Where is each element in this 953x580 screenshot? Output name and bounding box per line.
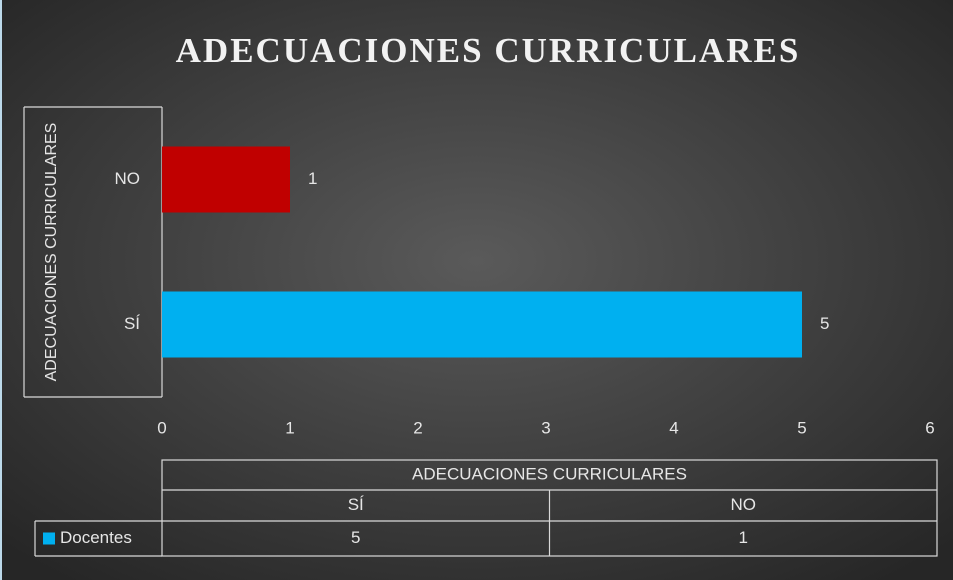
- table-value: 5: [351, 528, 360, 547]
- bar: [162, 291, 802, 358]
- bar: [162, 146, 290, 213]
- table-header: ADECUACIONES CURRICULARES: [412, 464, 687, 483]
- chart-title: ADECUACIONES CURRICULARES: [176, 31, 801, 70]
- table-category: NO: [731, 495, 757, 514]
- y-axis-label: ADECUACIONES CURRICULARES: [43, 123, 60, 382]
- data-label: 5: [820, 314, 829, 333]
- x-tick-label: 3: [541, 418, 550, 437]
- legend-label: Docentes: [60, 528, 132, 547]
- x-tick-label: 1: [285, 418, 294, 437]
- y-tick-label: NO: [115, 169, 141, 188]
- x-tick-label: 0: [157, 418, 166, 437]
- x-tick-label: 6: [925, 418, 934, 437]
- x-tick-label: 4: [669, 418, 678, 437]
- y-tick-label: SÍ: [124, 314, 140, 333]
- legend-swatch: [43, 532, 55, 545]
- table-category: SÍ: [348, 495, 364, 514]
- x-tick-label: 2: [413, 418, 422, 437]
- table-value: 1: [739, 528, 748, 547]
- x-tick-label: 5: [797, 418, 806, 437]
- data-label: 1: [308, 169, 317, 188]
